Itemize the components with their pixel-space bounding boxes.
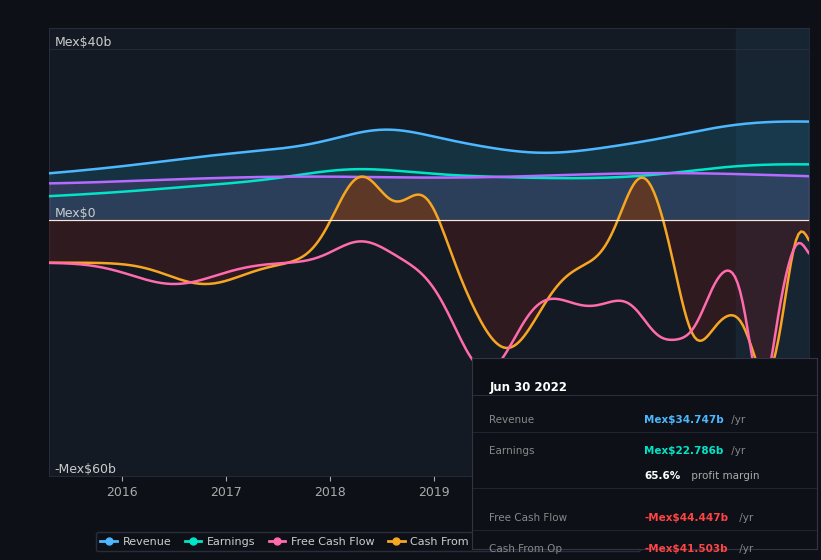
Text: Cash From Op: Cash From Op	[489, 544, 562, 554]
Text: Mex$34.747b: Mex$34.747b	[644, 414, 724, 424]
Text: Earnings: Earnings	[489, 446, 534, 456]
Text: Revenue: Revenue	[489, 414, 534, 424]
Text: Mex$40b: Mex$40b	[54, 36, 112, 49]
Text: Jun 30 2022: Jun 30 2022	[489, 381, 567, 394]
Text: Free Cash Flow: Free Cash Flow	[489, 512, 567, 522]
Text: -Mex$60b: -Mex$60b	[54, 463, 117, 476]
Text: -Mex$41.503b: -Mex$41.503b	[644, 544, 728, 554]
Text: profit margin: profit margin	[687, 471, 759, 480]
Text: /yr: /yr	[736, 512, 753, 522]
Text: Mex$22.786b: Mex$22.786b	[644, 446, 724, 456]
Bar	[736, 28, 811, 476]
Text: Mex$0: Mex$0	[54, 207, 96, 220]
Text: -Mex$44.447b: -Mex$44.447b	[644, 512, 728, 522]
Text: /yr: /yr	[728, 446, 745, 456]
Text: 65.6%: 65.6%	[644, 471, 681, 480]
Text: /yr: /yr	[736, 544, 753, 554]
Text: /yr: /yr	[728, 414, 745, 424]
Legend: Revenue, Earnings, Free Cash Flow, Cash From Op, Operating Expenses: Revenue, Earnings, Free Cash Flow, Cash …	[96, 532, 640, 551]
